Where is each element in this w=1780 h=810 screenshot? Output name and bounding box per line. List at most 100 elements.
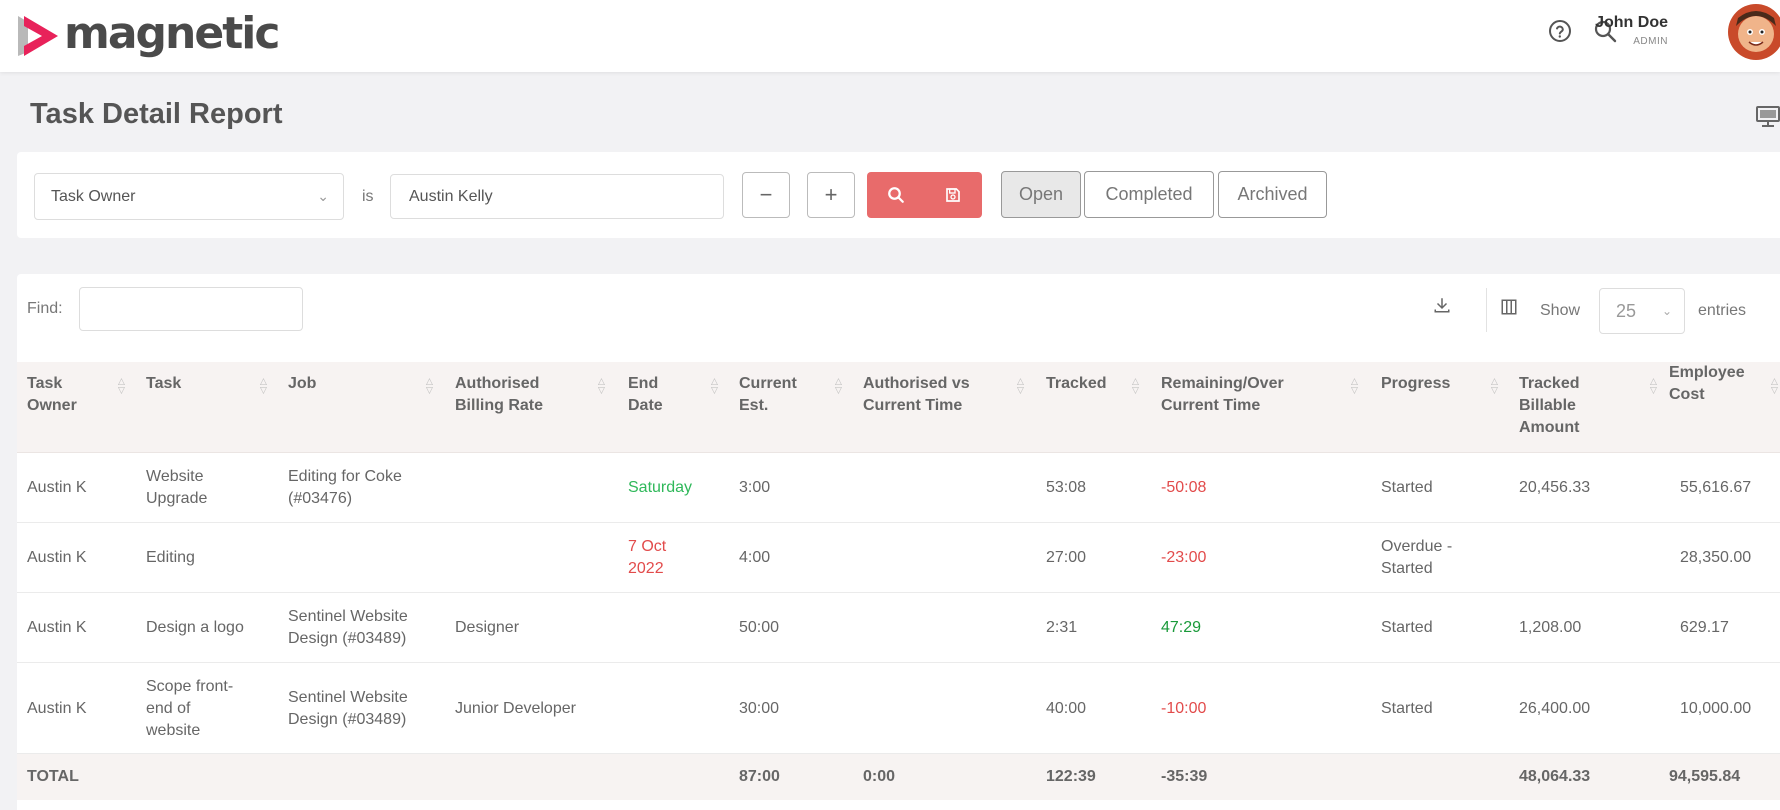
sort-arrows-icon[interactable]: △ ▽ [1771, 376, 1778, 395]
total-tracked: 122:39 [1046, 768, 1096, 785]
cell-remaining-over: -50:08 [1161, 479, 1207, 496]
page-size-select[interactable]: 25 ⌄ [1599, 288, 1685, 334]
column-header-label: Billing Rate [455, 397, 544, 414]
cell-progress: Started [1381, 479, 1433, 496]
table-row[interactable] [17, 663, 1780, 754]
totals-label: TOTAL [27, 768, 79, 785]
cell-current-est: 4:00 [739, 549, 771, 566]
column-header-label: Tracked [1519, 375, 1580, 392]
sort-arrows-icon[interactable]: △ ▽ [118, 376, 125, 395]
column-header-label: Amount [1519, 419, 1580, 436]
cell-task: Website Upgrade [146, 468, 208, 507]
cell-tracked: 27:00 [1046, 549, 1087, 566]
find-input[interactable] [79, 287, 303, 331]
show-label: Show [1540, 302, 1581, 319]
sort-arrows-icon[interactable]: △ ▽ [1351, 376, 1358, 395]
cell-end-date: Saturday [628, 479, 693, 496]
column-header-tracked-billable-amount[interactable]: Tracked Billable Amount [1519, 373, 1579, 439]
find-label: Find: [27, 300, 63, 317]
cell-tracked: 2:31 [1046, 619, 1078, 636]
top-bar [0, 0, 1780, 72]
total-current-est: 87:00 [739, 768, 780, 785]
column-header-remaining-over[interactable]: Remaining/Over Current Time [1161, 373, 1284, 417]
state-open-button[interactable]: Open [1001, 171, 1081, 218]
cell-authorised-billing-rate: Junior Developer [455, 699, 576, 717]
column-header-label: Task [146, 375, 182, 392]
cell-job: Sentinel Website Design (#03489) [288, 688, 408, 728]
cell-tracked-billable-amount: 26,400.00 [1519, 699, 1591, 717]
table-row[interactable] [17, 453, 1780, 523]
user-role: ADMIN [1633, 36, 1668, 47]
floppy-disk-icon [945, 188, 960, 202]
search-icon [887, 187, 904, 203]
state-archived-button[interactable]: Archived [1218, 171, 1327, 218]
cell-tracked: 40:00 [1046, 699, 1087, 717]
column-header-job[interactable]: Job [288, 373, 316, 395]
filter-operator: is [362, 188, 374, 205]
column-header-label: Current Time [1161, 397, 1261, 414]
filter-field-value: Task Owner [51, 188, 136, 205]
brand-logo[interactable]: magnetic [18, 8, 280, 59]
column-header-label: Current [739, 375, 797, 392]
cell-current-est: 50:00 [739, 619, 780, 636]
column-header-current-est[interactable]: Current Est. [739, 373, 797, 417]
sort-arrows-icon[interactable]: △ ▽ [1017, 376, 1024, 395]
cell-job: Editing for Coke (#03476) [288, 468, 402, 507]
sort-arrows-icon[interactable]: △ ▽ [1491, 376, 1498, 395]
user-menu[interactable]: John Doe ADMIN [1595, 14, 1668, 47]
entries-label: entries [1698, 302, 1747, 319]
column-header-tracked[interactable]: Tracked [1046, 373, 1106, 395]
column-header-progress[interactable]: Progress [1381, 373, 1450, 395]
table-row[interactable] [17, 593, 1780, 663]
download-icon[interactable] [1433, 296, 1451, 319]
column-header-label: Owner [27, 397, 77, 414]
column-header-label: Billable [1519, 397, 1576, 414]
columns-icon[interactable] [1500, 298, 1518, 321]
help-circle-icon[interactable] [1547, 18, 1573, 44]
table-row[interactable] [17, 523, 1780, 593]
minus-icon: − [759, 182, 773, 207]
cell-tracked-billable-amount: 1,208.00 [1519, 619, 1582, 636]
column-header-label: Current Time [863, 397, 963, 414]
cell-task: Scope front-end of website [146, 677, 234, 739]
remove-filter-button[interactable]: − [742, 172, 790, 218]
sort-arrows-icon[interactable]: △ ▽ [1132, 376, 1139, 395]
sort-arrows-icon[interactable]: △ ▽ [426, 376, 433, 395]
sort-arrows-icon[interactable]: △ ▽ [598, 376, 605, 395]
column-header-task[interactable]: Task [146, 373, 181, 395]
cell-remaining-over: 47:29 [1161, 619, 1202, 636]
filter-value-input[interactable] [390, 174, 724, 219]
brand-name: magnetic [64, 8, 280, 59]
cell-task: Design a logo [146, 619, 244, 636]
cell-task-owner: Austin K [27, 699, 87, 717]
search-icon[interactable] [1592, 18, 1618, 44]
sort-arrows-icon[interactable]: △ ▽ [835, 376, 842, 395]
cell-employee-cost: 629.17 [1680, 619, 1729, 636]
column-header-end-date[interactable]: End Date [628, 373, 663, 417]
column-header-label: Progress [1381, 375, 1451, 392]
column-header-label: Task [27, 375, 63, 392]
monitor-icon[interactable] [1756, 106, 1780, 133]
column-header-employee-cost[interactable]: Employee Cost [1669, 362, 1745, 406]
total-billable: 48,064.33 [1519, 768, 1591, 785]
cell-current-est: 30:00 [739, 699, 780, 717]
column-header-authorised-vs-current[interactable]: Authorised vs Current Time [863, 373, 970, 417]
filter-field-select[interactable]: Task Owner ⌄ [34, 173, 344, 220]
cell-progress: Overdue - Started [1381, 538, 1453, 577]
add-filter-button[interactable]: + [807, 172, 855, 218]
save-filter-button[interactable] [924, 172, 981, 218]
state-completed-button[interactable]: Completed [1084, 171, 1214, 218]
sort-arrows-icon[interactable]: △ ▽ [1650, 376, 1657, 395]
column-header-task-owner[interactable]: Task Owner [27, 373, 77, 417]
column-header-label: Est. [739, 397, 769, 414]
column-header-label: Remaining/Over [1161, 375, 1284, 392]
search-button[interactable] [867, 172, 924, 218]
sort-arrows-icon[interactable]: △ ▽ [260, 376, 267, 395]
total-remaining: -35:39 [1161, 768, 1208, 785]
column-header-authorised-billing-rate[interactable]: Authorised Billing Rate [455, 373, 543, 417]
avatar[interactable] [1728, 4, 1780, 60]
total-authorised-vs: 0:00 [863, 768, 896, 785]
cell-tracked-billable-amount: 20,456.33 [1519, 479, 1591, 496]
column-header-label: Employee [1669, 364, 1745, 381]
sort-arrows-icon[interactable]: △ ▽ [711, 376, 718, 395]
